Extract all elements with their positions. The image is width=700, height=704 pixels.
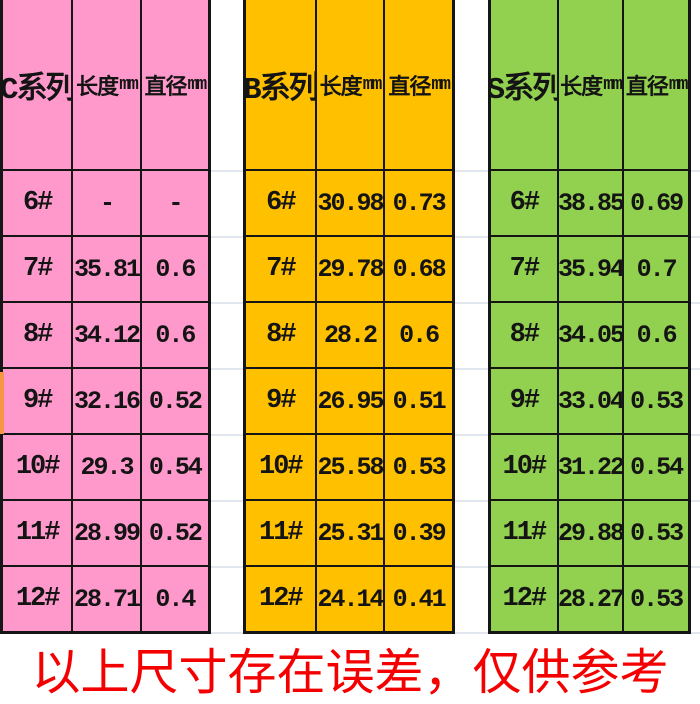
length-header: 长度 mm <box>556 0 622 169</box>
length-value: 34.12 <box>71 301 140 367</box>
diameter-value: 0.52 <box>139 499 208 565</box>
row-label: 6# <box>491 169 557 235</box>
length-value: 29.3 <box>71 433 140 499</box>
diameter-value: 0.6 <box>139 235 208 301</box>
diameter-value: 0.52 <box>139 367 208 433</box>
row-label: 8# <box>3 301 72 367</box>
diameter-value: 0.69 <box>622 169 688 235</box>
length-header-text: 长度 <box>76 73 119 99</box>
length-value: 25.31 <box>314 499 384 565</box>
row-label: 12# <box>3 565 72 631</box>
length-header: 长度 mm <box>71 0 139 169</box>
diameter-header-text: 直径 <box>144 73 188 99</box>
length-value: 28.99 <box>71 499 140 565</box>
unit-label: mm <box>187 74 208 95</box>
length-value: 26.95 <box>314 367 384 433</box>
diameter-value: 0.41 <box>383 565 452 631</box>
table-c-series: C系列 长度 mm 直径 mm 6# - - 7# 35.81 0.6 8# 34.… <box>0 0 211 634</box>
row-label: 9# <box>3 367 72 433</box>
diameter-value: 0.6 <box>622 301 688 367</box>
length-value: 28.27 <box>556 565 623 631</box>
length-header: 长度 mm <box>314 0 384 169</box>
diameter-value: 0.39 <box>383 499 452 565</box>
unit-label: mm <box>431 74 451 95</box>
cropped-cell-sliver <box>0 372 4 434</box>
diameter-header: 直径 mm <box>622 0 688 169</box>
diameter-value: - <box>139 169 208 235</box>
series-header-s: S系列 <box>491 72 557 108</box>
diameter-value: 0.6 <box>383 301 452 367</box>
unit-label: mm <box>119 74 139 95</box>
length-value: 38.85 <box>556 169 623 235</box>
length-value: 25.58 <box>314 433 384 499</box>
length-header-text: 长度 <box>319 73 363 99</box>
diameter-value: 0.7 <box>622 235 688 301</box>
length-header-text: 长度 <box>560 73 603 99</box>
table-s-series: S系列 长度 mm 直径 mm 6# 38.85 0.69 7# 35.94 0.7… <box>488 0 691 634</box>
length-value: 32.16 <box>71 367 140 433</box>
disclaimer-text: 以上尺寸存在误差，仅供参考 <box>31 644 669 700</box>
diameter-value: 0.54 <box>622 433 688 499</box>
row-label: 10# <box>3 433 72 499</box>
row-label: 9# <box>491 367 557 433</box>
row-label: 6# <box>3 169 72 235</box>
length-value: 35.94 <box>556 235 623 301</box>
length-value: 28.71 <box>71 565 140 631</box>
length-value: 29.78 <box>314 235 384 301</box>
diameter-header-text: 直径 <box>625 73 669 99</box>
diameter-value: 0.54 <box>139 433 208 499</box>
row-label: 10# <box>246 433 315 499</box>
diameter-value: 0.51 <box>383 367 452 433</box>
row-label: 8# <box>246 301 315 367</box>
row-label: 9# <box>246 367 315 433</box>
diameter-value: 0.73 <box>383 169 452 235</box>
row-label: 11# <box>3 499 72 565</box>
series-header-c: C系列 <box>3 72 72 108</box>
table-b-series: B系列 长度 mm 直径 mm 6# 30.98 0.73 7# 29.78 0.6… <box>243 0 455 634</box>
diameter-header: 直径 mm <box>139 0 208 169</box>
length-value: 29.88 <box>556 499 623 565</box>
unit-label: mm <box>668 74 688 95</box>
row-label: 10# <box>491 433 557 499</box>
unit-label: mm <box>362 74 383 95</box>
diameter-value: 0.4 <box>139 565 208 631</box>
diameter-value: 0.53 <box>622 565 688 631</box>
row-label: 7# <box>3 235 72 301</box>
length-value: 33.04 <box>556 367 623 433</box>
diameter-value: 0.53 <box>622 499 688 565</box>
length-value: - <box>71 169 140 235</box>
length-value: 31.22 <box>556 433 623 499</box>
row-label: 7# <box>491 235 557 301</box>
unit-label: mm <box>603 74 622 95</box>
row-label: 6# <box>246 169 315 235</box>
length-value: 34.05 <box>556 301 623 367</box>
series-header-b: B系列 <box>246 72 315 108</box>
row-label: 11# <box>491 499 557 565</box>
diameter-header-text: 直径 <box>388 73 431 99</box>
length-value: 28.2 <box>314 301 384 367</box>
length-value: 24.14 <box>314 565 384 631</box>
diameter-value: 0.53 <box>383 433 452 499</box>
diameter-value: 0.53 <box>622 367 688 433</box>
row-label: 7# <box>246 235 315 301</box>
row-label: 11# <box>246 499 315 565</box>
diameter-value: 0.68 <box>383 235 452 301</box>
length-value: 30.98 <box>314 169 384 235</box>
diameter-header: 直径 mm <box>383 0 452 169</box>
row-label: 12# <box>491 565 557 631</box>
row-label: 12# <box>246 565 315 631</box>
length-value: 35.81 <box>71 235 140 301</box>
diameter-value: 0.6 <box>139 301 208 367</box>
row-label: 8# <box>491 301 557 367</box>
